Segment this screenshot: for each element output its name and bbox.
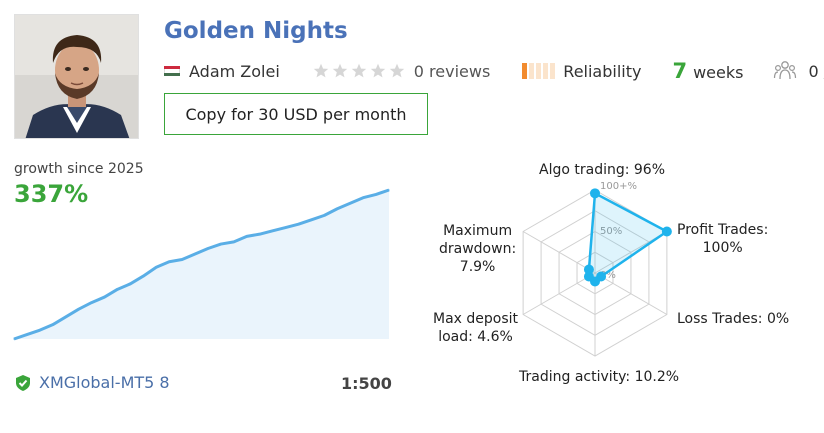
page-title[interactable]: Golden Nights [164,18,348,44]
meta-row: Adam Zolei 0 reviews Reliability 7 weeks … [164,59,824,83]
reliability-bars-icon [522,63,557,79]
growth-point [233,241,235,243]
radar-axis [522,272,596,315]
radar-label-drawdown-line1: Maximum [443,223,513,239]
star-icon [389,63,404,78]
weeks-number: 7 [672,59,688,83]
radar-label-drawdown-line3: 7.9% [459,259,496,275]
radar-label-profit-line1: Profit Trades: [677,222,769,238]
radar-axis [594,272,668,315]
growth-point [26,333,28,336]
radar-tick-label: 100+% [600,181,637,192]
growth-point [129,283,131,285]
radar-point-algo-trading[interactable] [590,188,600,199]
radar-tick-label: 50% [600,226,622,237]
radar-series-polygon [587,191,670,284]
copy-subscription-button[interactable]: Copy for 30 USD per month [164,93,428,135]
growth-point [272,230,274,232]
radar-label-deposit-line1: Max deposit [433,311,519,327]
radar-label-deposit: Max deposit load: 4.6% [433,310,518,346]
radar-label-deposit-line2: load: 4.6% [438,329,513,345]
growth-point [78,308,80,310]
growth-point [194,253,196,255]
reliability-bar [529,63,535,79]
reliability-bar [550,63,556,79]
growth-point [310,219,313,221]
radar-label-profit: Profit Trades: 100% [677,221,768,257]
growth-point [388,189,390,191]
growth-point [284,226,287,229]
growth-point [207,247,209,250]
radar-label-loss: Loss Trades: 0% [677,311,790,327]
growth-point [116,288,119,290]
leverage-value: 1:500 [341,374,392,393]
growth-point [220,243,222,245]
growth-point [181,258,183,261]
weeks-label: weeks [693,63,744,82]
growth-point [375,193,377,196]
avatar[interactable] [14,14,139,139]
radar-point-profit-trades[interactable] [661,226,672,237]
growth-value: 337% [14,180,89,208]
growth-point [103,296,106,298]
reliability-bar [522,63,528,79]
broker-server[interactable]: XMGlobal-MT5 8 [14,373,170,392]
flag-stripe-red [164,65,180,70]
star-icon [313,63,328,78]
reliability-bar [543,63,549,79]
growth-point [142,275,144,277]
shield-check-icon [16,374,30,391]
growth-point [259,233,261,235]
star-icon [332,63,347,78]
subscribers-count: 0 / [808,61,824,81]
flag-stripe-green [164,72,180,77]
radar-label-drawdown: Maximum drawdown: 7.9% [439,222,516,276]
radar-point-maximum-drawdown[interactable] [583,264,594,275]
growth-chart[interactable] [0,150,400,350]
radar-axis [522,231,596,274]
radar-label-profit-line2: 100% [702,240,743,256]
hungary-flag-icon [164,65,180,77]
subscribers-icon [774,61,797,80]
growth-point [155,266,157,268]
growth-point [90,301,93,304]
growth-point [323,214,325,216]
growth-label: growth since 2025 [14,161,144,177]
growth-point [246,235,248,237]
reviews-count[interactable]: 0 reviews [413,61,491,81]
star-icon [351,63,366,78]
growth-point [65,316,67,318]
growth-series-line [13,188,390,341]
growth-point [349,202,351,204]
growth-point [168,261,170,263]
growth-point [297,223,300,225]
rating-stars[interactable] [313,63,408,79]
flag-stripe-white [164,69,180,73]
radar-label-activity: Trading activity: 10.2% [519,369,680,385]
broker-name: XMGlobal-MT5 8 [39,373,170,392]
growth-point [336,208,338,210]
growth-point [362,197,364,199]
growth-point [39,329,41,331]
reliability-bar [536,63,542,79]
star-icon [370,63,385,78]
radar-point-max-deposit-load[interactable] [583,271,594,282]
author-name[interactable]: Adam Zolei [189,61,280,81]
radar-label-drawdown-line2: drawdown: [439,241,517,257]
radar-chart[interactable]: 100+% 50% 0% [420,150,730,400]
radar-grid [522,189,668,357]
weeks-indicator: 7 weeks [672,59,743,83]
avatar-portrait-image [15,15,138,138]
reliability-label: Reliability [563,61,642,81]
radar-label-algo: Algo trading: 96% [539,162,666,178]
growth-point [52,324,54,326]
growth-area-fill [14,190,389,339]
radar-tick-label: 0% [600,270,616,281]
growth-point [13,338,15,340]
